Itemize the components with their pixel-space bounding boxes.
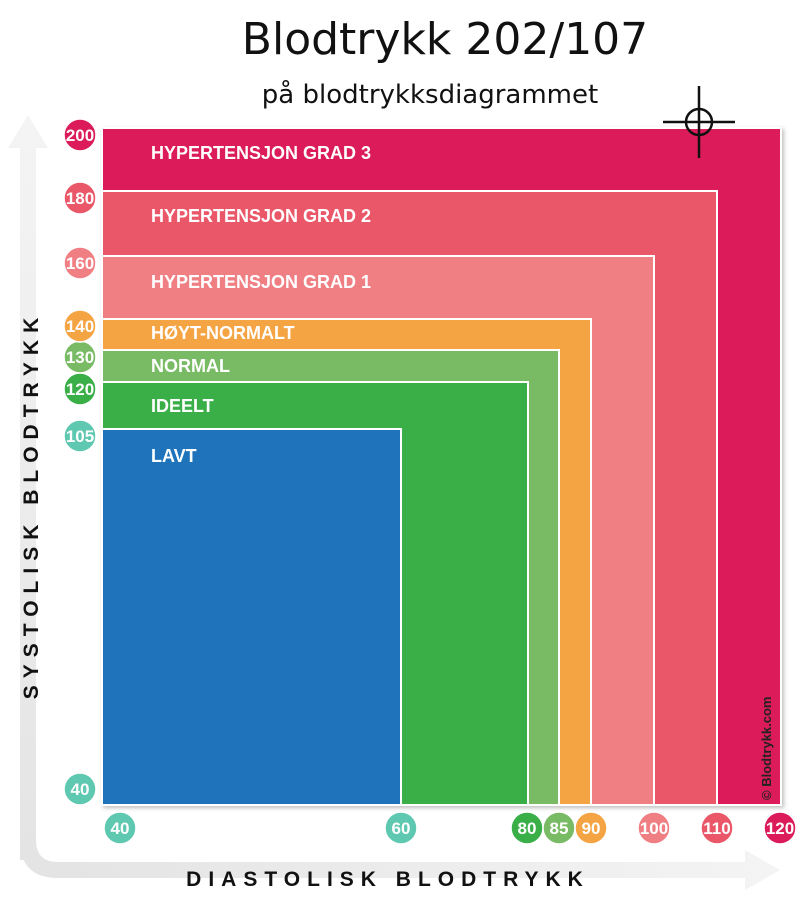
x-tick-label: 85 <box>550 819 569 838</box>
y-tick-label: 105 <box>66 427 94 446</box>
y-tick-130: 130 <box>63 340 97 374</box>
y-tick-105: 105 <box>63 419 97 453</box>
zone-label-hypertensjon-grad-1: HYPERTENSJON GRAD 1 <box>151 272 371 292</box>
chart-subtitle: på blodtrykksdiagrammet <box>261 80 599 110</box>
y-tick-140: 140 <box>63 309 97 343</box>
y-tick-label: 40 <box>71 780 90 799</box>
x-tick-label: 110 <box>703 819 730 838</box>
x-tick-85: 85 <box>542 811 576 845</box>
y-tick-160: 160 <box>63 246 97 280</box>
x-tick-120: 120 <box>763 811 797 845</box>
y-tick-label: 200 <box>66 126 94 145</box>
x-tick-110: 110 <box>700 811 734 845</box>
y-tick-180: 180 <box>63 181 97 215</box>
x-tick-60: 60 <box>384 811 418 845</box>
x-tick-40: 40 <box>103 811 137 845</box>
y-tick-label: 160 <box>66 254 94 273</box>
x-tick-label: 120 <box>766 819 794 838</box>
x-tick-label: 100 <box>640 819 668 838</box>
y-tick-label: 140 <box>66 317 94 336</box>
x-tick-label: 60 <box>392 819 411 838</box>
y-tick-120: 120 <box>63 372 97 406</box>
y-ticks-group: 40 105 120 130 140 160 180 200 <box>63 118 97 806</box>
zone-label-hypertensjon-grad-3: HYPERTENSJON GRAD 3 <box>151 143 371 163</box>
zone-labels-group: HYPERTENSJON GRAD 3 HYPERTENSJON GRAD 2 HY… <box>151 143 371 466</box>
y-tick-label: 130 <box>66 348 94 367</box>
y-tick-200: 200 <box>63 118 97 152</box>
x-tick-label: 90 <box>582 819 601 838</box>
x-axis-title: DIASTOLISK BLODTRYKK <box>186 868 590 891</box>
chart-title: Blodtrykk 202/107 <box>241 14 649 65</box>
zone-label-normal: NORMAL <box>151 356 230 376</box>
x-axis-arrow-icon <box>56 850 780 890</box>
zone-label-hypertensjon-grad-2: HYPERTENSJON GRAD 2 <box>151 206 371 226</box>
y-tick-label: 120 <box>66 380 94 399</box>
corner-curve <box>20 840 58 878</box>
y-tick-label: 180 <box>66 189 94 208</box>
credit-text: © Blodtrykk.com <box>759 697 774 801</box>
y-axis-title: SYSTOLISK BLODTRYKK <box>20 311 43 700</box>
y-axis-arrow-icon <box>8 115 48 860</box>
zone-lavt <box>101 428 402 806</box>
x-tick-80: 80 <box>510 811 544 845</box>
x-tick-90: 90 <box>574 811 608 845</box>
zone-label-lavt: LAVT <box>151 446 197 466</box>
reading-marker <box>663 86 735 158</box>
zone-label-ideelt: IDEELT <box>151 396 214 416</box>
x-tick-100: 100 <box>637 811 671 845</box>
axis-arrows <box>8 115 780 890</box>
x-ticks-group: 40 60 80 85 90 100 110 120 <box>103 811 797 845</box>
zone-label-hoyt-normalt: HØYT-NORMALT <box>151 323 295 343</box>
x-tick-label: 40 <box>111 819 130 838</box>
x-tick-label: 80 <box>518 819 537 838</box>
y-tick-40: 40 <box>63 772 97 806</box>
zones-group <box>101 127 782 806</box>
